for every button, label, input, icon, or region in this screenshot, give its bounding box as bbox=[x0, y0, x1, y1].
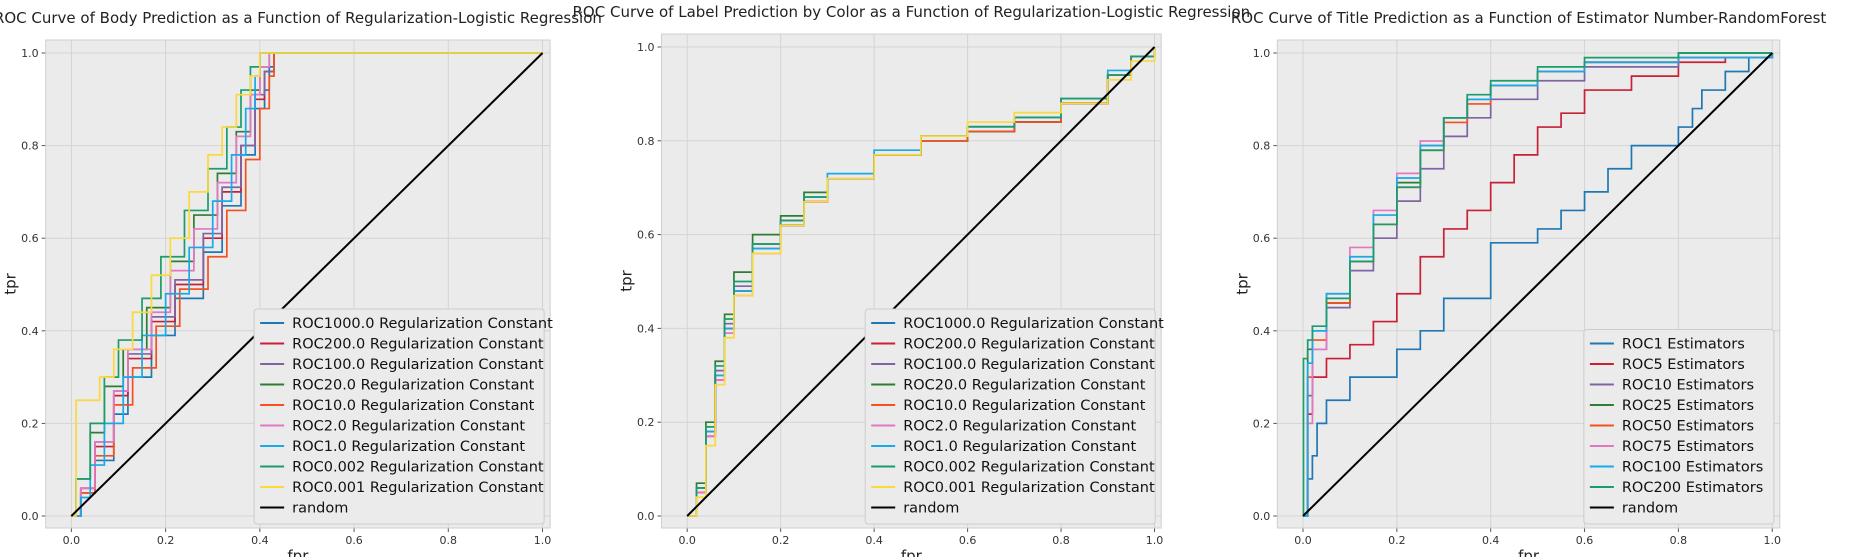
legend-label: ROC200 Estimators bbox=[1622, 480, 1763, 496]
x-tick-label: 0.0 bbox=[63, 534, 81, 547]
x-tick-label: 0.8 bbox=[1052, 534, 1070, 547]
x-tick-label: 0.2 bbox=[157, 534, 175, 547]
x-tick-label: 0.2 bbox=[772, 534, 790, 547]
y-tick-label: 0.8 bbox=[1253, 140, 1271, 153]
x-tick-label: 0.4 bbox=[1482, 534, 1500, 547]
series-line bbox=[71, 52, 543, 517]
legend-label: random bbox=[1622, 501, 1678, 517]
x-tick-label: 0.2 bbox=[1388, 534, 1406, 547]
x-tick-label: 0.6 bbox=[1576, 534, 1594, 547]
y-tick-label: 0.0 bbox=[637, 510, 655, 523]
legend-label: ROC10.0 Regularization Constant bbox=[903, 398, 1146, 414]
y-axis-label: tpr bbox=[1233, 272, 1251, 294]
series-line bbox=[71, 52, 543, 517]
x-tick-label: 1.0 bbox=[1146, 534, 1164, 547]
axes-frame bbox=[660, 33, 1162, 529]
chart-title: ROC Curve of Label Prediction by Color a… bbox=[573, 3, 1251, 21]
y-tick-label: 0.6 bbox=[637, 229, 655, 242]
chart-title: ROC Curve of Title Prediction as a Funct… bbox=[1231, 9, 1827, 27]
series-line bbox=[686, 46, 1156, 517]
series-line bbox=[71, 52, 543, 517]
legend-label: ROC1 Estimators bbox=[1622, 337, 1745, 353]
x-tick-label: 1.0 bbox=[534, 534, 552, 547]
axes-frame bbox=[1276, 39, 1781, 529]
series-line bbox=[1303, 53, 1774, 517]
legend-label: ROC200.0 Regularization Constant bbox=[292, 337, 544, 353]
chart-title: ROC Curve of Body Prediction as a Functi… bbox=[0, 9, 602, 27]
series-line bbox=[1303, 53, 1774, 517]
y-tick-label: 0.6 bbox=[21, 232, 39, 245]
x-tick-label: 1.0 bbox=[1763, 534, 1781, 547]
legend-label: ROC1.0 Regularization Constant bbox=[292, 439, 525, 455]
x-tick-label: 0.8 bbox=[440, 534, 458, 547]
legend-label: ROC1.0 Regularization Constant bbox=[903, 439, 1136, 455]
x-tick-label: 0.8 bbox=[1670, 534, 1688, 547]
legend-label: ROC20.0 Regularization Constant bbox=[292, 378, 535, 394]
legend-label: ROC0.002 Regularization Constant bbox=[903, 460, 1155, 476]
axes-frame bbox=[45, 39, 551, 529]
y-tick-label: 0.2 bbox=[21, 417, 39, 430]
legend-label: ROC25 Estimators bbox=[1622, 398, 1754, 414]
legend-label: ROC100 Estimators bbox=[1622, 460, 1763, 476]
legend-label: ROC0.001 Regularization Constant bbox=[292, 480, 544, 496]
legend-label: random bbox=[292, 501, 348, 517]
series-line bbox=[1302, 52, 1773, 517]
y-tick-label: 0.8 bbox=[637, 135, 655, 148]
x-axis-label: fpr bbox=[287, 547, 309, 557]
legend-box bbox=[253, 308, 545, 525]
legend-label: random bbox=[903, 501, 959, 517]
x-tick-label: 0.6 bbox=[959, 534, 977, 547]
y-tick-label: 0.4 bbox=[637, 322, 655, 335]
y-axis-label: tpr bbox=[617, 269, 635, 291]
legend-label: ROC100.0 Regularization Constant bbox=[903, 357, 1155, 373]
legend-label: ROC10 Estimators bbox=[1622, 378, 1754, 394]
series-line bbox=[1303, 53, 1774, 517]
y-tick-label: 0.0 bbox=[1253, 510, 1271, 523]
chart-panel-label: 0.0 0.2 0.4 0.6 0.8 1.0 0.0 0.2 0.4 0.6 0.8 1.0 ROC … bbox=[573, 3, 1251, 557]
y-axis-label: tpr bbox=[2, 272, 20, 294]
legend-label: ROC50 Estimators bbox=[1622, 419, 1754, 435]
legend-box bbox=[1583, 329, 1775, 525]
series-line bbox=[1302, 52, 1773, 517]
x-tick-label: 0.0 bbox=[1294, 534, 1312, 547]
x-tick-label: 0.4 bbox=[251, 534, 269, 547]
chart-panel-title: 0.0 0.2 0.4 0.6 0.8 1.0 0.0 0.2 0.4 0.6 0.8 1.0 ROC … bbox=[1231, 9, 1827, 557]
y-tick-label: 0.8 bbox=[21, 140, 39, 153]
series-line bbox=[71, 52, 543, 517]
legend-label: ROC200.0 Regularization Constant bbox=[903, 337, 1155, 353]
legend-label: ROC1000.0 Regularization Constant bbox=[292, 316, 553, 332]
y-tick-label: 0.2 bbox=[637, 416, 655, 429]
y-tick-label: 0.4 bbox=[21, 325, 39, 338]
legend-label: ROC0.001 Regularization Constant bbox=[903, 480, 1155, 496]
legend-label: ROC2.0 Regularization Constant bbox=[292, 419, 525, 435]
y-tick-label: 0.6 bbox=[1253, 232, 1271, 245]
y-tick-label: 0.2 bbox=[1253, 417, 1271, 430]
legend-box bbox=[864, 308, 1156, 525]
x-axis-label: fpr bbox=[901, 547, 923, 557]
series-line bbox=[70, 52, 544, 517]
y-tick-label: 0.4 bbox=[1253, 325, 1271, 338]
series-line bbox=[71, 52, 543, 517]
series-line bbox=[687, 47, 1156, 517]
x-tick-label: 0.6 bbox=[345, 534, 363, 547]
y-tick-label: 1.0 bbox=[21, 47, 39, 60]
legend-label: ROC5 Estimators bbox=[1622, 357, 1745, 373]
legend-label: ROC1000.0 Regularization Constant bbox=[903, 316, 1164, 332]
legend-label: ROC0.002 Regularization Constant bbox=[292, 460, 544, 476]
series-line bbox=[71, 52, 543, 517]
legend-label: ROC10.0 Regularization Constant bbox=[292, 398, 535, 414]
x-axis-label: fpr bbox=[1518, 547, 1540, 557]
y-tick-label: 1.0 bbox=[1253, 47, 1271, 60]
legend-label: ROC75 Estimators bbox=[1622, 439, 1754, 455]
legend-label: ROC2.0 Regularization Constant bbox=[903, 419, 1136, 435]
y-tick-label: 0.0 bbox=[21, 510, 39, 523]
y-tick-label: 1.0 bbox=[637, 41, 655, 54]
legend-label: ROC100.0 Regularization Constant bbox=[292, 357, 544, 373]
legend-label: ROC20.0 Regularization Constant bbox=[903, 378, 1146, 394]
x-tick-label: 0.4 bbox=[865, 534, 883, 547]
chart-panel-body: 0.0 0.2 0.4 0.6 0.8 1.0 0.0 0.2 0.4 0.6 0.8 1.0 ROC … bbox=[0, 9, 602, 557]
x-tick-label: 0.0 bbox=[678, 534, 696, 547]
